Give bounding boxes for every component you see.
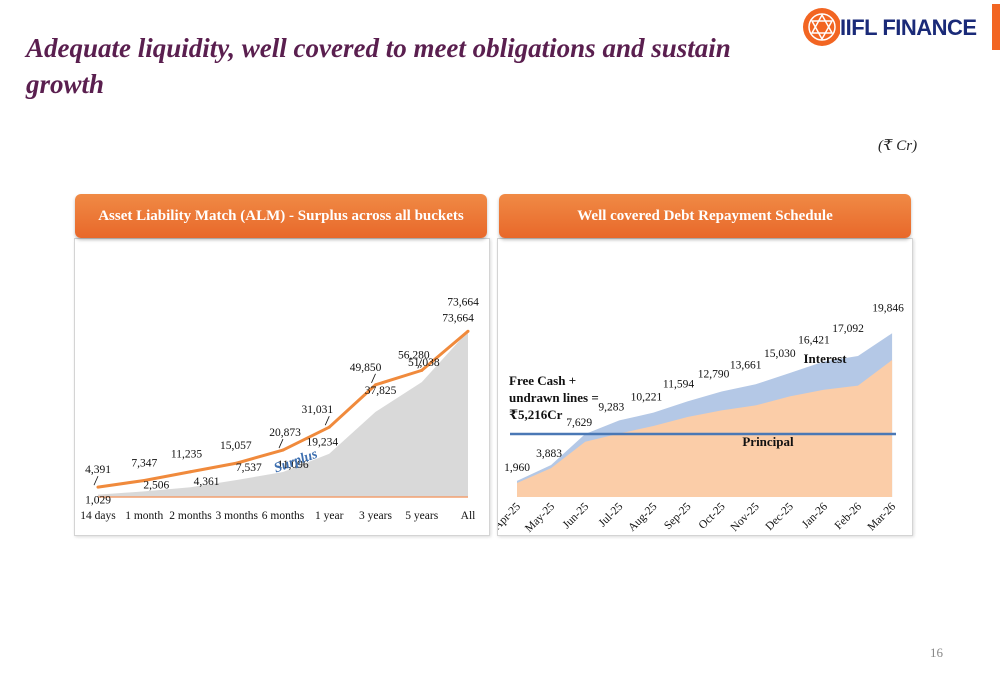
alm-area-value-label: 73,664 bbox=[447, 296, 479, 308]
alm-area-value-label: 11,096 bbox=[277, 459, 308, 471]
debt-total-label: 10,221 bbox=[631, 392, 663, 404]
debt-x-tick-label: Dec-25 bbox=[764, 500, 797, 533]
alm-line-point bbox=[374, 383, 377, 387]
alm-line-value-label: 49,850 bbox=[350, 362, 382, 374]
alm-area-value-label: 37,825 bbox=[365, 385, 397, 397]
alm-line-value-label: 11,235 bbox=[171, 449, 202, 461]
debt-x-tick-label: Apr-25 bbox=[498, 500, 523, 532]
alm-line-value-label: 31,031 bbox=[301, 404, 333, 416]
alm-x-tick-label: 6 months bbox=[262, 510, 305, 522]
alm-label-leader bbox=[417, 359, 423, 369]
alm-x-tick-label: 1 year bbox=[315, 510, 344, 522]
iifl-logo: IIFL FINANCE bbox=[800, 4, 1000, 50]
alm-line-point bbox=[281, 448, 285, 452]
debt-x-tick-label: Oct-25 bbox=[697, 500, 728, 531]
logo-bar bbox=[992, 4, 1000, 50]
alm-area-value-label: 51,038 bbox=[408, 357, 440, 369]
debt-x-tick-label: Mar-26 bbox=[866, 500, 899, 533]
debt-chart-title: Well covered Debt Repayment Schedule bbox=[499, 194, 911, 238]
debt-total-label: 16,421 bbox=[798, 335, 830, 347]
alm-line-point bbox=[466, 329, 470, 333]
alm-x-tick-label: 5 years bbox=[405, 510, 438, 522]
alm-area-value-label: 1,029 bbox=[85, 495, 111, 507]
page-title: Adequate liquidity, well covered to meet… bbox=[26, 33, 731, 99]
alm-x-tick-label: 3 years bbox=[359, 510, 392, 522]
debt-total-label: 7,629 bbox=[566, 417, 592, 429]
debt-x-tick-label: Nov-25 bbox=[728, 500, 762, 534]
free-cash-label: ₹5,216Cr bbox=[509, 407, 563, 422]
alm-line-point bbox=[420, 368, 424, 372]
alm-line-value-label: 7,347 bbox=[131, 457, 157, 469]
interest-series-label: Interest bbox=[803, 351, 847, 366]
alm-x-tick-label: All bbox=[461, 510, 476, 522]
alm-line-point bbox=[96, 485, 100, 489]
debt-x-tick-label: May-25 bbox=[523, 500, 557, 534]
alm-line-value-label: 73,664 bbox=[442, 312, 474, 324]
alm-line-value-label: 4,391 bbox=[85, 464, 111, 476]
alm-label-leader bbox=[93, 475, 99, 486]
alm-area-value-label: 7,537 bbox=[236, 462, 262, 474]
alm-line-point bbox=[235, 461, 239, 465]
debt-total-label: 12,790 bbox=[698, 368, 730, 380]
alm-label-leader bbox=[371, 373, 376, 383]
principal-area-series bbox=[517, 360, 893, 497]
debt-total-label: 13,661 bbox=[730, 359, 762, 371]
debt-total-label: 9,283 bbox=[598, 401, 624, 413]
alm-x-tick-label: 1 month bbox=[125, 510, 163, 522]
alm-x-tick-label: 14 days bbox=[80, 510, 116, 522]
free-cash-label: undrawn lines = bbox=[509, 390, 599, 405]
debt-panel: 1,960 3,883 7,629 9,283 10,221 11,594 12,790 13… bbox=[491, 238, 913, 536]
alm-area-series bbox=[98, 331, 468, 497]
debt-x-tick-label: Jul-25 bbox=[597, 500, 626, 529]
alm-x-tick-label: 3 months bbox=[216, 510, 259, 522]
free-cash-label: Free Cash + bbox=[509, 373, 576, 388]
alm-panel: 4,391 7,347 11,235 15,057 20,873 31,031 49,850… bbox=[74, 238, 490, 536]
unit-note: (₹ Cr) bbox=[878, 138, 918, 154]
alm-line-value-label: 56,280 bbox=[398, 349, 430, 361]
debt-total-label: 1,960 bbox=[504, 462, 530, 474]
alm-label-leader bbox=[324, 416, 330, 426]
debt-x-tick-label: Sep-25 bbox=[662, 500, 694, 532]
alm-line-value-label: 20,873 bbox=[269, 427, 301, 439]
alm-line-point bbox=[142, 478, 146, 482]
debt-total-label: 19,846 bbox=[872, 302, 904, 314]
alm-x-tick-label: 2 months bbox=[169, 510, 212, 522]
alm-line-point bbox=[189, 470, 192, 474]
debt-x-tick-label: Feb-26 bbox=[833, 500, 865, 532]
alm-line-value-label: 15,057 bbox=[220, 440, 252, 452]
alm-area-value-label: 2,506 bbox=[143, 479, 169, 491]
debt-x-tick-label: Jun-25 bbox=[561, 500, 592, 531]
principal-series-label: Principal bbox=[742, 434, 794, 449]
alm-line-point bbox=[327, 425, 331, 429]
debt-total-label: 15,030 bbox=[764, 348, 796, 360]
alm-area-value-label: 19,234 bbox=[306, 437, 338, 449]
alm-chart-title: Asset Liability Match (ALM) - Surplus ac… bbox=[75, 194, 487, 238]
debt-total-label: 3,883 bbox=[536, 448, 562, 460]
page-number: 16 bbox=[930, 645, 943, 660]
logo-text: IIFL FINANCE bbox=[840, 15, 977, 40]
debt-x-tick-label: Jan-26 bbox=[800, 500, 830, 530]
yantra-logo-icon bbox=[803, 8, 840, 46]
debt-total-label: 11,594 bbox=[663, 378, 694, 390]
alm-area-value-label: 4,361 bbox=[194, 476, 220, 488]
debt-x-tick-label: Aug-25 bbox=[626, 500, 660, 534]
debt-total-label: 17,092 bbox=[832, 323, 864, 335]
alm-label-leader bbox=[278, 438, 284, 449]
